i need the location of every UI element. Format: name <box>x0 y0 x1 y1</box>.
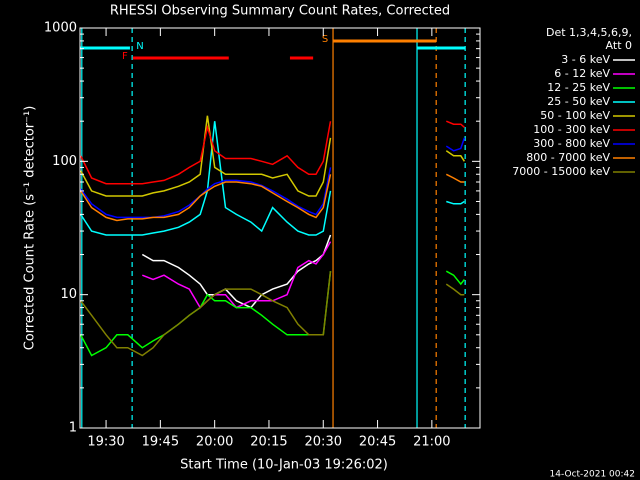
x-tick-label: 19:45 <box>142 435 179 450</box>
series-line <box>80 137 466 219</box>
series-line <box>80 173 465 222</box>
y-tick-label: 10 <box>60 287 77 302</box>
legend-label: 300 - 800 keV <box>533 137 610 150</box>
legend-title: Att 0 <box>606 39 632 52</box>
series-line <box>80 121 465 236</box>
y-tick-label: 1000 <box>44 21 77 36</box>
legend-title: Det 1,3,4,5,6,9, <box>546 26 632 39</box>
x-tick-label: 20:00 <box>196 435 233 450</box>
legend-label: 100 - 300 keV <box>533 123 610 136</box>
timestamp: 14-Oct-2021 00:42 <box>550 470 635 480</box>
x-tick-label: 20:15 <box>250 435 287 450</box>
flag-label: F <box>122 51 128 62</box>
flag-label: N <box>136 41 143 52</box>
legend-label: 12 - 25 keV <box>547 81 610 94</box>
series-line <box>142 241 332 309</box>
legend-label: 6 - 12 keV <box>554 67 610 80</box>
y-axis-label: Corrected Count Rate (s⁻¹ detector⁻¹) <box>23 106 38 351</box>
legend-label: 25 - 50 keV <box>547 95 610 108</box>
legend-label: 50 - 100 keV <box>540 109 610 122</box>
series-line <box>141 234 332 309</box>
x-tick-label: 19:30 <box>87 435 124 450</box>
x-axis-label: Start Time (10-Jan-03 19:26:02) <box>180 458 388 473</box>
series-line <box>80 271 465 357</box>
y-tick-label: 1 <box>69 421 77 436</box>
flag-label: S <box>322 34 328 45</box>
x-tick-label: 20:30 <box>305 435 342 450</box>
chart-title: RHESSI Observing Summary Count Rates, Co… <box>110 4 450 19</box>
legend-label: 3 - 6 keV <box>561 53 610 66</box>
series-line <box>80 120 465 185</box>
plot-frame <box>79 27 481 429</box>
x-tick-label: 20:45 <box>359 435 396 450</box>
x-tick-label: 21:00 <box>413 435 450 450</box>
legend-label: 7000 - 15000 keV <box>512 165 610 178</box>
y-tick-label: 100 <box>52 154 77 169</box>
legend-label: 800 - 7000 keV <box>526 151 610 164</box>
series-line <box>80 270 465 357</box>
